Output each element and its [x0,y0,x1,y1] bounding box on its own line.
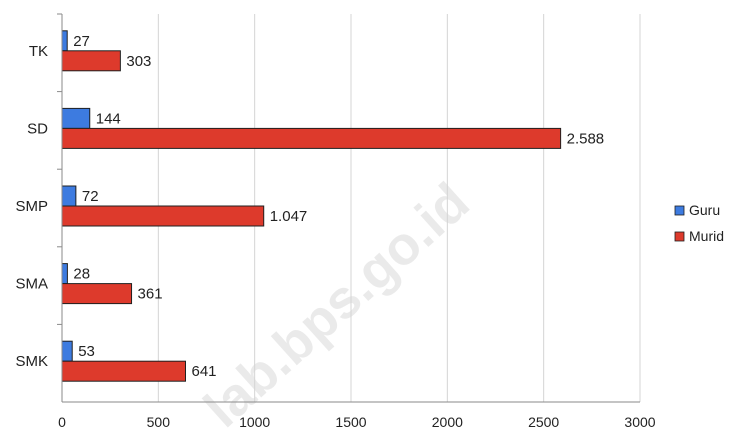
x-tick-label: 1500 [335,414,366,430]
x-tick-label: 2500 [528,414,559,430]
x-tick-label: 1000 [239,414,270,430]
data-label: 53 [78,343,95,360]
x-tick-label: 500 [147,414,171,430]
bar-murid [61,127,562,149]
bar-guru [61,107,91,129]
bar-murid [61,205,265,227]
axes: 0 500 1000 1500 2000 2500 3000 TK SD SMP SMA SMK [15,13,656,430]
legend-swatch [674,231,685,242]
bar-murid [61,283,133,305]
bar-murid [61,360,186,382]
bar-guru [61,30,68,52]
legend: Guru Murid [674,202,724,244]
legend-label: Murid [689,228,724,244]
data-label: 72 [82,188,99,205]
data-label: 361 [138,286,163,303]
category-label: SMA [15,276,48,293]
legend-swatch [674,205,685,216]
category-label: SMK [15,353,48,370]
bar-guru [61,185,77,207]
bars: 27 303 144 2.588 72 1.047 28 361 53 641 [61,30,605,382]
data-label: 1.047 [270,208,308,225]
x-tick-label: 3000 [624,414,655,430]
bar-guru [61,263,68,285]
data-label: 28 [73,266,90,283]
category-label: TK [29,43,48,60]
category-label: SD [27,120,48,137]
bar-murid [61,50,121,72]
data-label: 303 [126,53,151,70]
data-label: 27 [73,33,90,50]
data-label: 641 [191,363,216,380]
data-label: 144 [96,110,121,127]
legend-label: Guru [689,202,720,218]
bar-guru [61,340,73,362]
data-label: 2.588 [567,130,605,147]
category-label: SMP [15,198,48,215]
x-tick-label: 2000 [432,414,463,430]
x-tick-label: 0 [58,414,66,430]
